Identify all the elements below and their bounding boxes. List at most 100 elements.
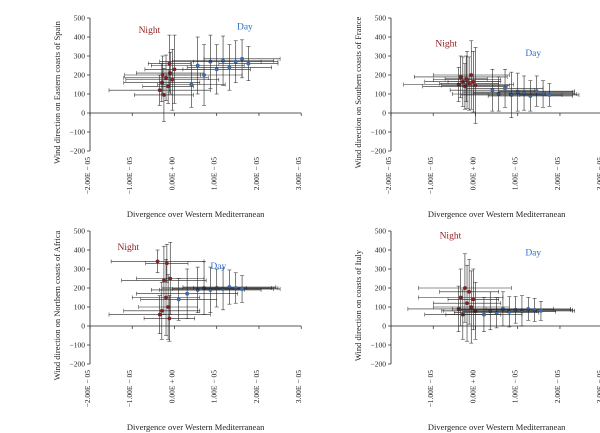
y-tick-label: −100 (371, 341, 387, 350)
x-tick-label: 3.00E − 05 (294, 370, 303, 403)
night-point (168, 276, 173, 281)
night-point (159, 308, 164, 313)
day-point (490, 88, 495, 93)
x-tick-label: 3.00E − 05 (595, 157, 600, 190)
day-point (233, 59, 238, 64)
day-point (509, 92, 514, 97)
y-axis-label: Wind direction on coasts of Italy (353, 249, 363, 361)
y-tick-label: 100 (74, 303, 86, 312)
annotation-night: Night (435, 40, 457, 50)
night-point (172, 67, 177, 72)
x-tick-label: 2.00E − 05 (252, 157, 261, 190)
y-tick-label: 300 (74, 265, 86, 274)
night-point (164, 261, 169, 266)
y-tick-label: 500 (375, 14, 387, 23)
annotation-day: Day (525, 49, 541, 59)
day-point (528, 93, 533, 98)
y-tick-label: −100 (371, 128, 387, 137)
x-tick-label: 2.00E − 05 (553, 157, 562, 190)
night-point (168, 71, 173, 76)
night-point (462, 286, 467, 291)
night-point (167, 61, 172, 66)
y-tick-label: −200 (371, 360, 387, 369)
day-point (240, 286, 245, 291)
day-point (526, 306, 531, 311)
annotation-night: Night (139, 26, 161, 36)
y-tick-label: 0 (81, 322, 85, 331)
y-tick-label: −200 (70, 360, 86, 369)
day-point (189, 82, 194, 87)
night-point (469, 305, 474, 310)
x-tick-label: 2.00E − 05 (553, 370, 562, 403)
day-point (481, 312, 486, 317)
x-tick-label: −2.00E − 05 (384, 157, 393, 195)
x-tick-label: 1.00E − 05 (210, 157, 219, 190)
y-tick-label: 0 (382, 109, 386, 118)
day-point (534, 89, 539, 94)
day-point (538, 308, 543, 313)
y-tick-label: 500 (74, 227, 86, 236)
y-tick-label: 400 (375, 33, 387, 42)
chart-panel-2: −200 −100 0 100 200 300 400 500 −2.00E − 05 −1.00… (353, 14, 600, 219)
day-point (240, 56, 245, 61)
day-point (214, 67, 219, 72)
x-tick-label: −1.00E − 05 (125, 370, 134, 408)
night-point (160, 72, 165, 77)
y-tick-label: 300 (375, 52, 387, 61)
day-point (547, 92, 552, 97)
y-tick-label: 100 (74, 90, 86, 99)
x-tick-label: 3.00E − 05 (595, 370, 600, 403)
day-point (233, 286, 238, 291)
x-tick-label: −1.00E − 05 (125, 157, 134, 195)
day-point (185, 291, 190, 296)
night-point (465, 301, 470, 306)
y-tick-label: 400 (74, 246, 86, 255)
day-point (221, 58, 226, 63)
y-tick-label: −200 (371, 147, 387, 156)
night-point (164, 295, 169, 300)
night-point (471, 79, 476, 84)
night-point (458, 295, 463, 300)
day-point (522, 91, 527, 96)
y-tick-label: 400 (74, 33, 86, 42)
day-point (208, 287, 213, 292)
night-point (170, 77, 175, 82)
x-tick-label: −1.00E − 05 (426, 370, 435, 408)
annotation-day: Day (237, 22, 253, 32)
y-tick-label: 100 (375, 90, 387, 99)
y-tick-label: 0 (81, 109, 85, 118)
night-point (159, 80, 164, 85)
x-tick-label: −2.00E − 05 (83, 157, 92, 195)
annotation-day: Day (210, 262, 226, 272)
x-tick-label: 1.00E − 05 (511, 370, 520, 403)
chart-panel-4: −200 −100 0 100 200 300 400 500 −1.00E − 05 0.00E… (353, 227, 600, 432)
x-tick-label: 2.00E − 05 (252, 370, 261, 403)
night-point (456, 82, 461, 87)
y-tick-label: 200 (74, 71, 86, 80)
night-point (166, 305, 171, 310)
x-axis-label: Divergence over Western Mediterranean (127, 422, 265, 432)
y-tick-label: 300 (74, 52, 86, 61)
night-point (161, 278, 166, 283)
x-tick-label: 3.00E − 05 (294, 157, 303, 190)
x-tick-label: 1.00E − 05 (210, 370, 219, 403)
night-point (157, 88, 162, 93)
day-point (195, 63, 200, 68)
y-axis-label: Wind direction on Eastern coasts of Spai… (52, 20, 62, 163)
x-axis-label: Divergence over Western Mediterranean (428, 422, 566, 432)
night-point (157, 312, 162, 317)
day-point (227, 285, 232, 290)
y-tick-label: 400 (375, 246, 387, 255)
night-point (464, 76, 469, 81)
night-point (469, 72, 474, 77)
y-tick-label: 500 (74, 14, 86, 23)
y-tick-label: 500 (375, 227, 387, 236)
x-tick-label: 0.00E + 00 (468, 157, 477, 190)
day-point (541, 91, 546, 96)
y-tick-label: 200 (375, 71, 387, 80)
day-point (246, 61, 251, 66)
y-tick-label: −200 (70, 147, 86, 156)
y-tick-label: 0 (382, 322, 386, 331)
night-point (473, 83, 478, 88)
